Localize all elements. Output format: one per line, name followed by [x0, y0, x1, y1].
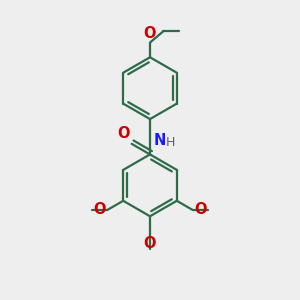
- Text: N: N: [154, 134, 166, 148]
- Text: O: O: [194, 202, 207, 217]
- Text: O: O: [144, 26, 156, 41]
- Text: O: O: [117, 127, 129, 142]
- Text: H: H: [166, 136, 176, 149]
- Text: O: O: [93, 202, 106, 217]
- Text: O: O: [144, 236, 156, 251]
